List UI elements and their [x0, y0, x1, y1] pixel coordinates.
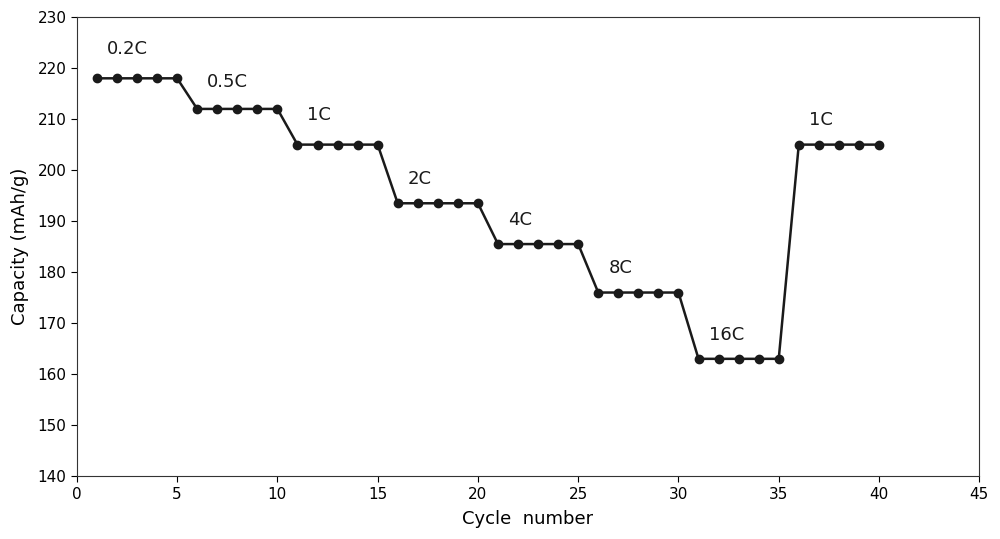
Text: 2C: 2C: [408, 170, 432, 188]
X-axis label: Cycle  number: Cycle number: [462, 510, 594, 528]
Text: 4C: 4C: [508, 211, 532, 229]
Text: 8C: 8C: [608, 259, 632, 277]
Y-axis label: Capacity (mAh/g): Capacity (mAh/g): [11, 168, 29, 326]
Text: 1C: 1C: [809, 112, 833, 129]
Text: 1C: 1C: [307, 106, 331, 124]
Text: 0.5C: 0.5C: [207, 73, 248, 91]
Text: 0.2C: 0.2C: [107, 40, 148, 58]
Text: 16C: 16C: [709, 326, 744, 343]
